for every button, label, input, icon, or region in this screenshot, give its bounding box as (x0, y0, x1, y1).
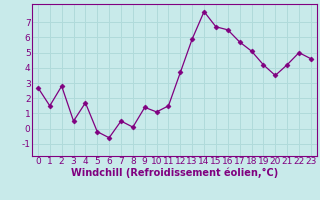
X-axis label: Windchill (Refroidissement éolien,°C): Windchill (Refroidissement éolien,°C) (71, 168, 278, 178)
